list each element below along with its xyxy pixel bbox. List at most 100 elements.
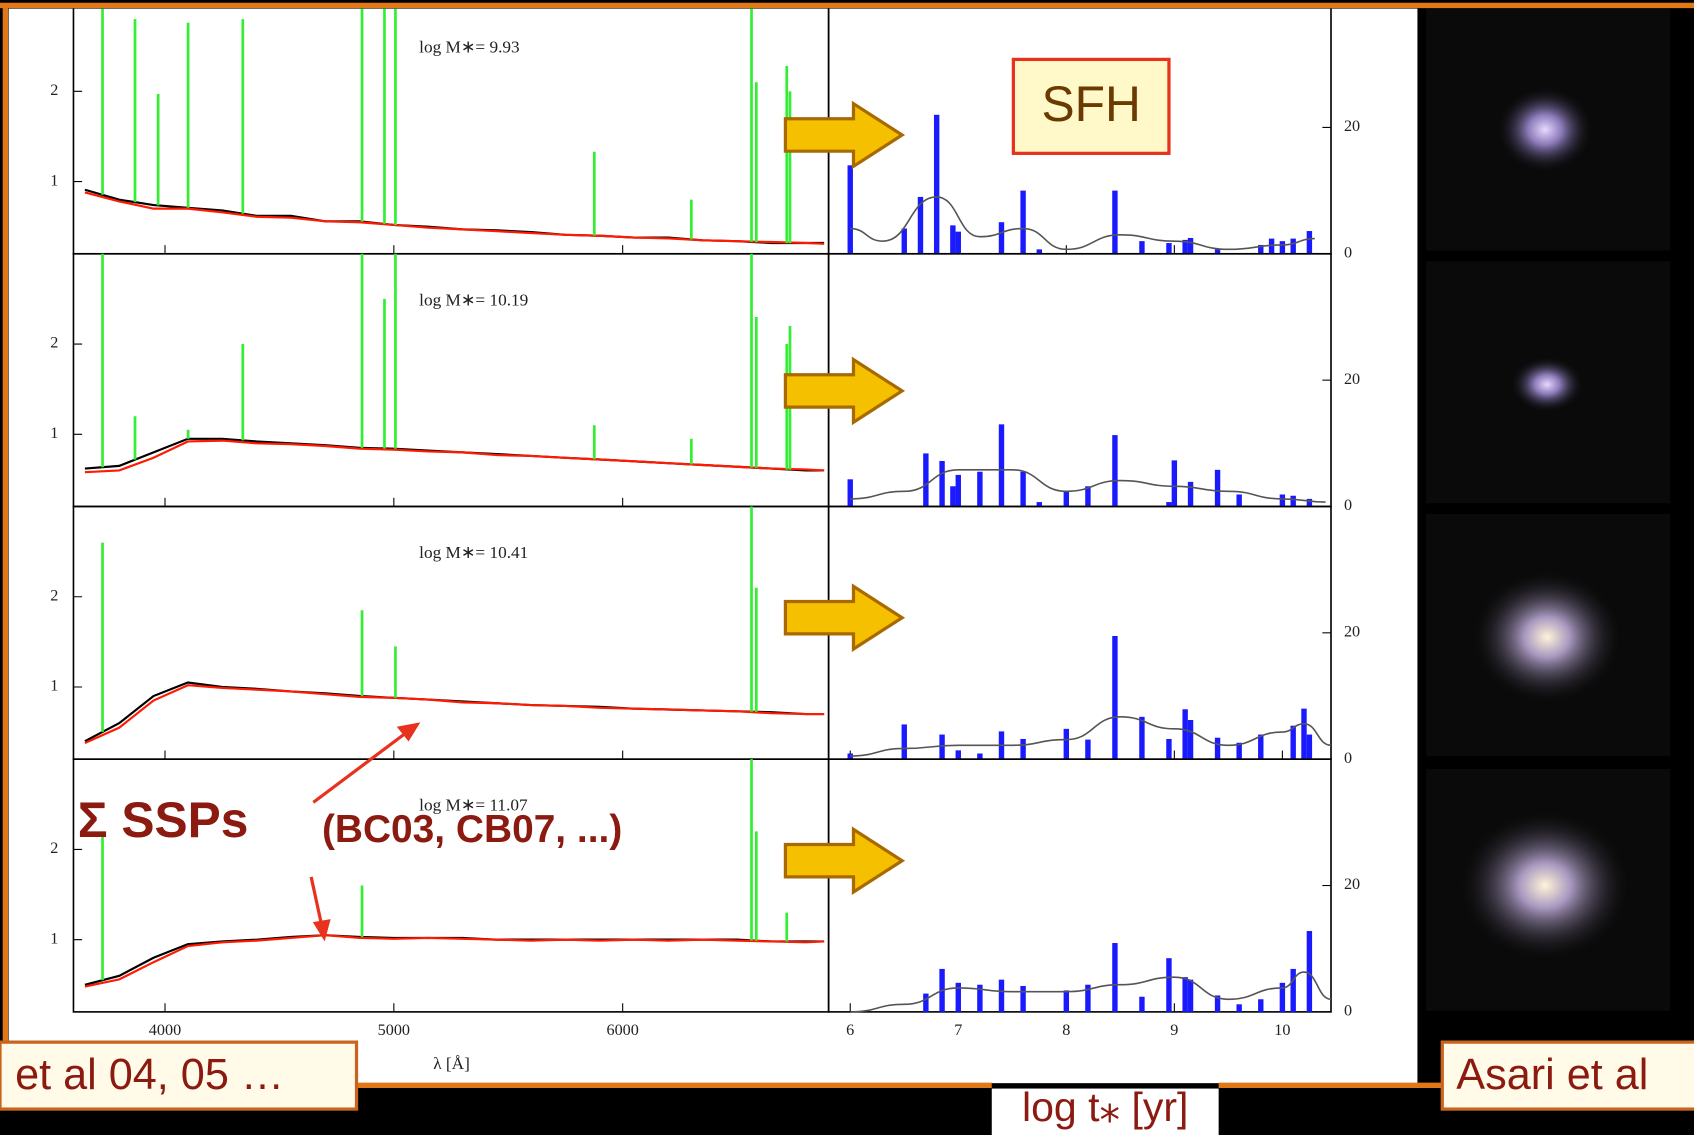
slide-border [0,2,1694,1089]
annotation: log M∗= 9.93 [419,38,519,57]
bar [1112,435,1118,507]
y-tick-label: 20 [1344,370,1360,388]
bar [1258,734,1264,760]
bar [1290,238,1296,254]
bar [1306,734,1313,760]
x-tick-label: 7 [954,1021,962,1039]
x-tick-label: 6 [846,1021,854,1039]
bar [977,471,983,507]
bar [1301,708,1307,760]
citation-box [0,1040,359,1111]
smoothed-sfh [850,196,1315,251]
bar [939,460,945,507]
bar [1166,243,1172,254]
y-tick-label: 2 [50,81,58,99]
bar [1258,999,1264,1012]
bar [955,982,961,1012]
y-tick-label: 1 [50,424,58,442]
callout-note: (BC03, CB07, ...) [322,808,622,851]
bar [1306,498,1313,507]
bar [955,750,961,760]
bar [901,228,907,254]
bar [1166,738,1172,760]
x-tick-label: 10 [1274,1021,1290,1039]
smoothed-sfh [850,971,1332,1013]
bar [1290,968,1296,1012]
bar [1236,1004,1242,1012]
bar [998,424,1005,507]
bar [1236,494,1242,507]
bar [1171,460,1178,507]
bar [1063,728,1070,760]
bar [1182,977,1188,1012]
galaxy-images [1426,8,1671,1011]
bar [1020,985,1026,1012]
citation-box [1440,1040,1694,1111]
bar [1182,709,1188,760]
spectrum-line [84,684,825,744]
bar [1020,738,1026,760]
bar [1139,996,1145,1012]
annotation: log M∗= 10.19 [419,290,528,309]
bar [1214,737,1221,760]
bar [1214,995,1221,1012]
bar [1279,494,1286,507]
bar [1020,471,1026,507]
bar [1036,249,1043,254]
bar [955,474,961,507]
y-tick-label: 2 [50,334,58,352]
bar [1279,982,1286,1012]
bar [1290,495,1296,507]
bar [917,196,924,254]
y-tick-label: 20 [1344,875,1360,893]
bar [1085,739,1091,760]
sed-arrows [783,100,906,895]
bar [977,984,983,1012]
charts: 1 2 log M∗= 9.93 1 2 log M∗= 10.19 1 2 log M∗= 1… [50,8,1360,1039]
bar [998,979,1005,1012]
bar [923,453,929,507]
x-tick-label: 9 [1170,1021,1178,1039]
callout: Σ SSPs [78,792,249,848]
x-tick-label: 5000 [378,1021,410,1039]
sfh-label: SFH [1041,76,1140,132]
smoothed-sfh [850,716,1332,757]
y-tick-label: 0 [1344,244,1352,262]
bar [1139,241,1145,254]
bar [1036,502,1043,507]
bar [1306,231,1313,254]
sfh-box [1011,57,1171,155]
bar [1063,990,1070,1012]
citation: et al 04, 05 … [15,1051,284,1099]
y-tick-label: 2 [50,586,58,604]
bar [1279,241,1286,254]
x-axis-label: log t⁎ [yr] [1022,1084,1188,1130]
y-tick-label: 0 [1344,749,1352,767]
plot-area [8,8,1418,1084]
y-tick-label: 1 [50,929,58,947]
bar [950,225,956,254]
bar [847,479,853,507]
bar [1085,984,1091,1012]
bar [1182,239,1188,254]
bar [998,222,1005,254]
y-tick-label: 0 [1344,496,1352,514]
bar [1187,237,1194,254]
bar [1236,742,1242,760]
bar [1112,190,1118,254]
bar [1268,238,1275,254]
bar [847,165,853,254]
bar [1112,635,1118,760]
y-tick-label: 20 [1344,623,1360,641]
y-tick-label: 0 [1344,1002,1352,1020]
smoothed-sfh [850,469,1326,503]
bar [955,231,961,254]
bar [1187,481,1194,507]
spectrum-line [84,934,825,988]
bar [977,753,983,760]
bar [1166,502,1172,507]
bar [1258,244,1264,254]
bar [1020,190,1026,254]
annotation: log M∗= 10.41 [419,543,528,562]
x-tick-label: 6000 [606,1021,638,1039]
